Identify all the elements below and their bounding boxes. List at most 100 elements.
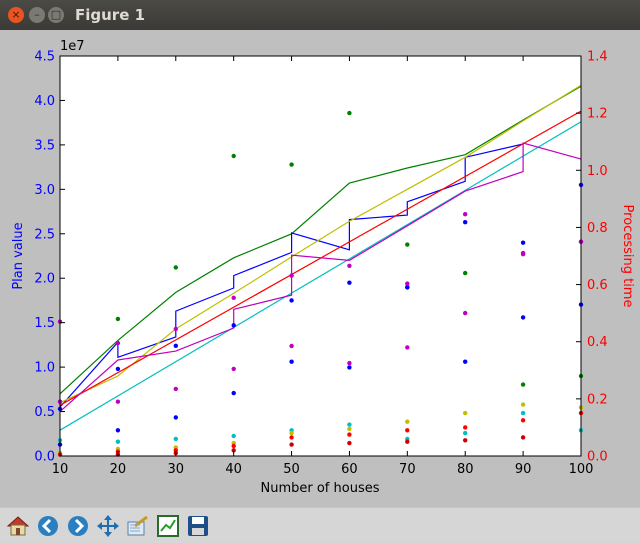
data-point [347, 365, 352, 370]
data-point [405, 439, 410, 444]
data-point [520, 252, 526, 257]
y-tick-label: 0.0 [34, 450, 55, 465]
data-point [289, 359, 294, 364]
plot-area [60, 56, 581, 456]
data-point [463, 270, 468, 276]
y-tick-label: 3.0 [34, 183, 55, 198]
data-point [231, 443, 236, 449]
y2-tick-label: 1.2 [587, 107, 608, 122]
y2-axis-ticks: 0.0 0.2 0.4 0.6 0.8 1.0 1.2 1.4 [576, 50, 608, 465]
x-tick-label: 30 [168, 462, 185, 477]
data-point [289, 430, 294, 436]
subplots-icon [156, 514, 179, 537]
data-point [231, 448, 236, 453]
y-offset-text: 1e7 [60, 39, 85, 54]
window-titlebar: × – □ Figure 1 [0, 0, 640, 30]
y2-tick-label: 0.4 [587, 335, 608, 350]
data-point [115, 316, 121, 322]
x-tick-label: 90 [515, 462, 532, 477]
series-lines [59, 84, 582, 431]
data-point [520, 418, 526, 423]
series-line-5 [59, 121, 582, 431]
data-point [520, 315, 526, 320]
figure-canvas[interactable]: 10 20 30 40 50 60 70 80 90 100 0.0 0.5 1.0 1.5 2.0 2.5… [0, 30, 640, 507]
y2-tick-label: 0.6 [587, 278, 608, 293]
data-point [347, 280, 352, 285]
data-point [405, 428, 410, 433]
y-tick-label: 1.0 [34, 361, 55, 376]
data-point [405, 419, 410, 424]
y-tick-label: 2.0 [34, 272, 55, 287]
home-icon [6, 515, 29, 535]
data-point [347, 422, 352, 427]
y2-tick-label: 1.4 [587, 50, 608, 65]
data-point [347, 263, 352, 268]
data-point [115, 439, 121, 444]
x-tick-label: 50 [283, 462, 300, 477]
data-point [289, 343, 294, 349]
x-tick-label: 100 [569, 462, 594, 477]
data-point [463, 430, 468, 436]
floppy-disk-icon [187, 515, 208, 536]
x-axis-label: Number of houses [261, 481, 380, 496]
y-tick-label: 3.5 [34, 138, 55, 153]
data-point [173, 265, 178, 270]
back-button[interactable] [34, 512, 61, 539]
data-point [289, 298, 294, 303]
window-title: Figure 1 [75, 6, 146, 24]
data-point [347, 360, 352, 366]
data-point [347, 440, 352, 446]
data-point [405, 284, 410, 290]
series-line-2 [59, 143, 524, 408]
y-axis-ticks: 0.0 0.5 1.0 1.5 2.0 2.5 3.0 3.5 4.0 4.5 [34, 50, 65, 465]
arrow-right-icon [67, 515, 88, 536]
data-point [463, 438, 468, 443]
subplots-button[interactable] [154, 512, 181, 539]
y-tick-label: 4.5 [34, 50, 55, 65]
data-point [520, 382, 526, 387]
x-tick-label: 40 [225, 462, 242, 477]
x-tick-label: 70 [399, 462, 416, 477]
series-line-1 [59, 85, 582, 395]
data-point [173, 386, 178, 392]
data-point [520, 435, 526, 440]
data-point [231, 433, 236, 439]
move-arrows-icon [96, 514, 119, 537]
x-axis-ticks: 10 20 30 40 50 60 70 80 90 100 [52, 56, 594, 477]
x-tick-label: 60 [341, 462, 358, 477]
data-point [463, 359, 468, 364]
data-point [463, 212, 468, 217]
data-point [289, 435, 294, 440]
data-point [347, 110, 352, 116]
data-point [115, 340, 121, 346]
minimize-window-button[interactable]: – [29, 7, 45, 23]
data-point [520, 410, 526, 416]
y2-tick-label: 0.0 [587, 450, 608, 465]
chart[interactable]: 10 20 30 40 50 60 70 80 90 100 0.0 0.5 1.0 1.5 2.0 2.5… [0, 30, 640, 507]
data-point [173, 326, 178, 332]
data-point [463, 425, 468, 430]
plot-frame [59, 55, 582, 457]
data-point [405, 242, 410, 247]
maximize-window-button[interactable]: □ [48, 7, 64, 23]
home-button[interactable] [4, 512, 31, 539]
data-point [115, 366, 121, 372]
data-point [231, 390, 236, 396]
data-point [173, 436, 178, 442]
data-point [347, 432, 352, 437]
save-button[interactable] [184, 512, 211, 539]
forward-button[interactable] [64, 512, 91, 539]
y2-tick-label: 1.0 [587, 164, 608, 179]
data-point [231, 323, 236, 328]
series-line-6 [59, 142, 582, 413]
data-point [347, 426, 352, 432]
y-tick-label: 4.0 [34, 94, 55, 109]
pan-button[interactable] [94, 512, 121, 539]
zoom-button[interactable] [124, 512, 151, 539]
y-tick-label: 2.5 [34, 227, 55, 242]
data-point [463, 310, 468, 316]
x-tick-label: 10 [52, 462, 69, 477]
close-window-button[interactable]: × [8, 7, 24, 23]
data-point [463, 220, 468, 225]
data-point [115, 428, 121, 433]
